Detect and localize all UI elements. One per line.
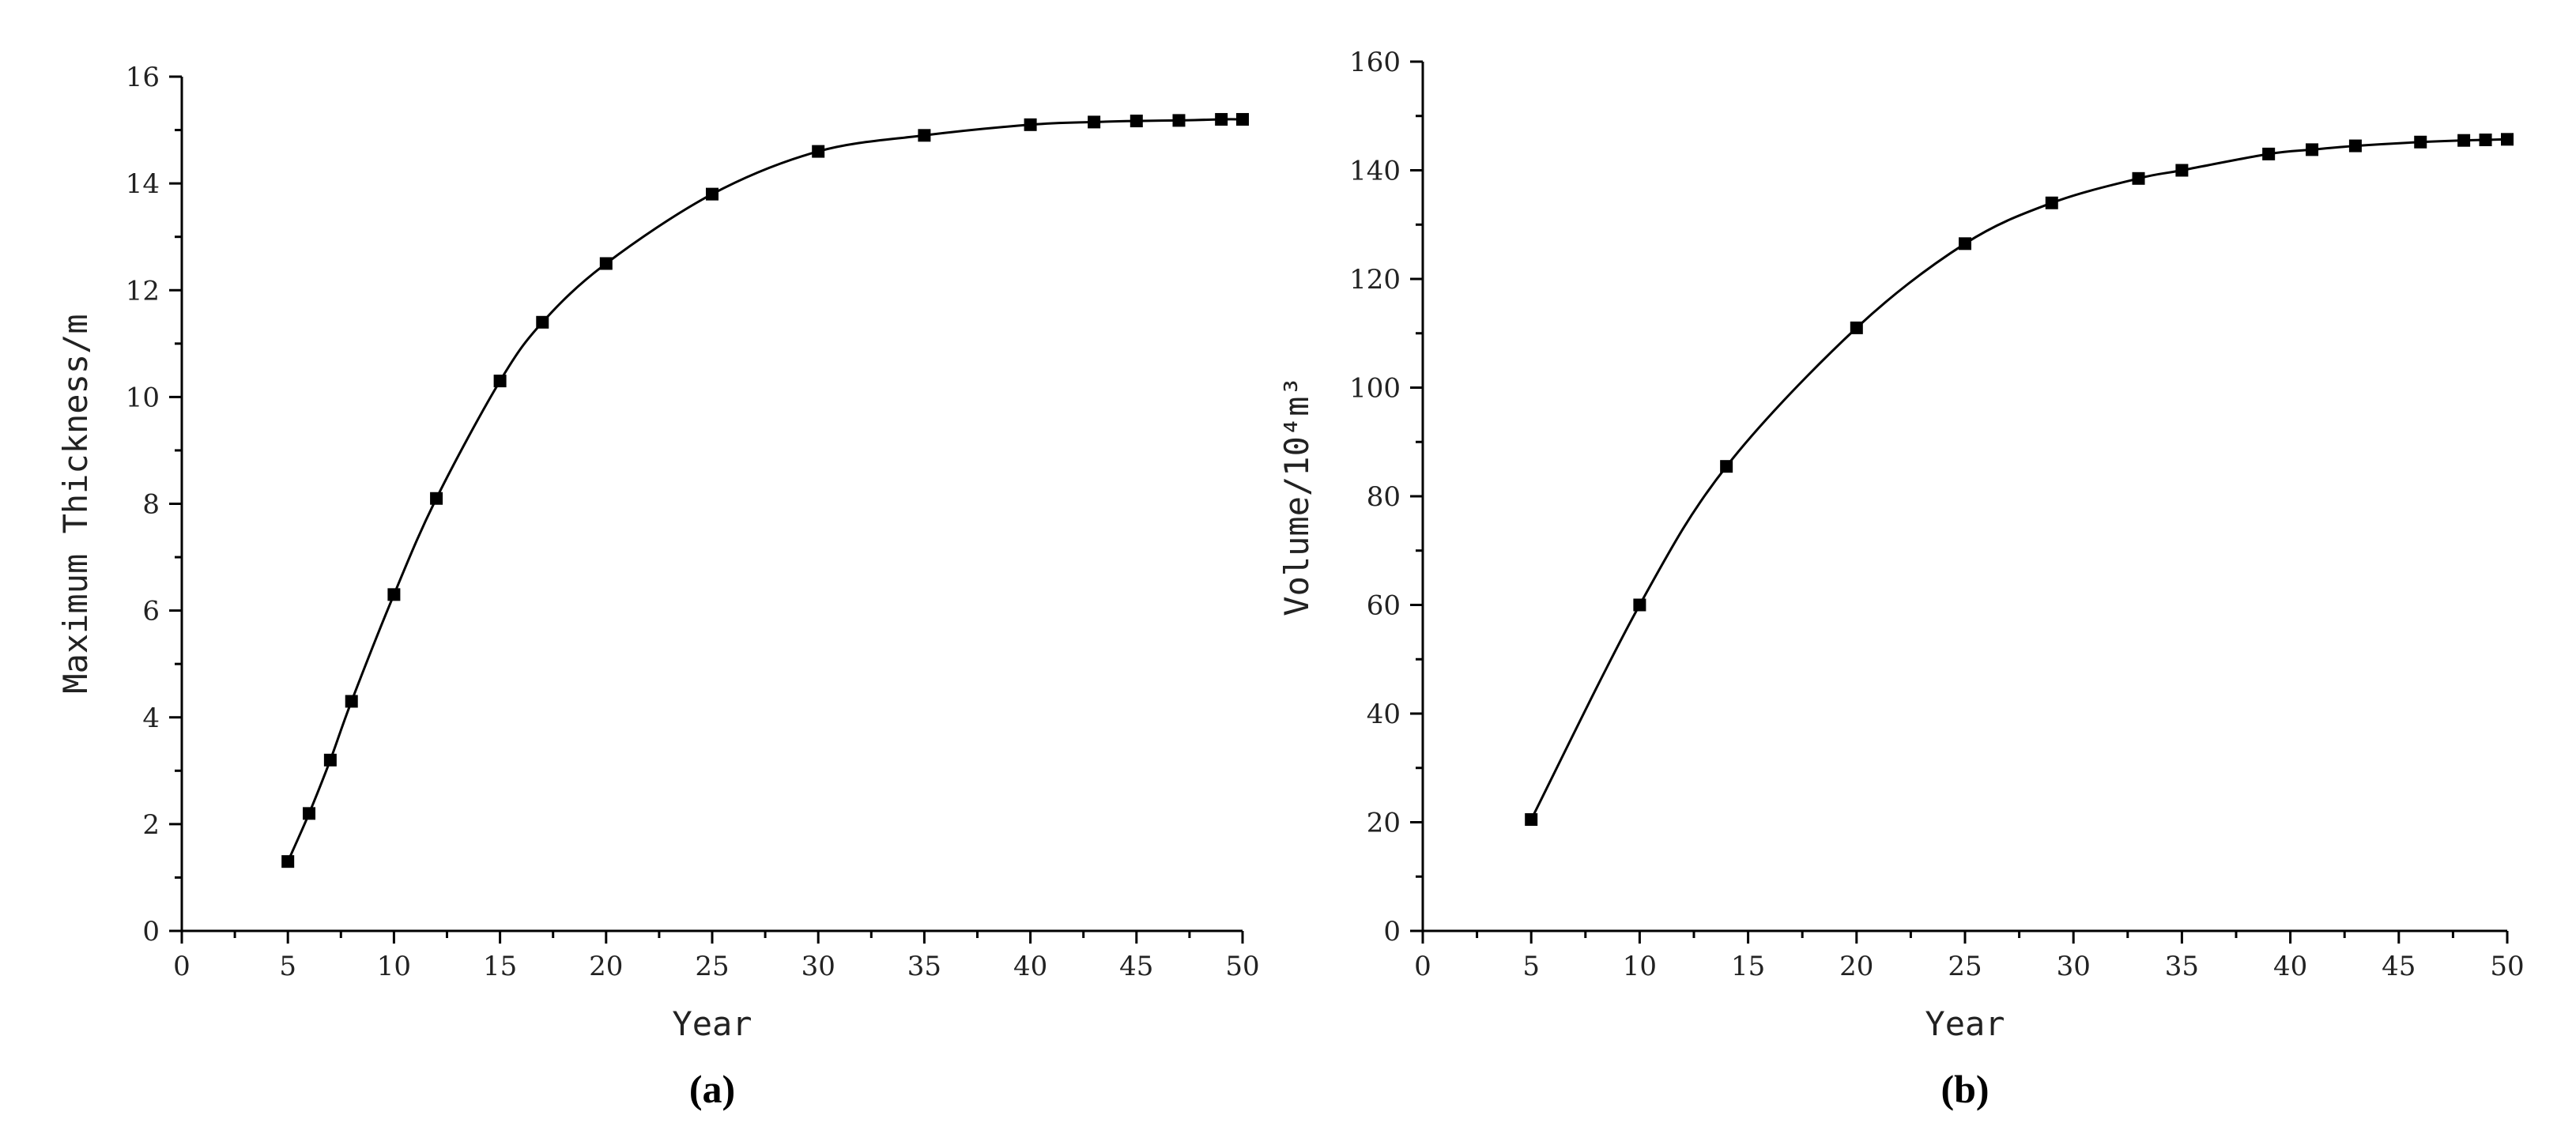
- data-point: [2262, 147, 2276, 160]
- x-axis-title: Year: [672, 1004, 752, 1043]
- x-tick-label: 35: [907, 951, 941, 982]
- data-point: [1850, 321, 1863, 334]
- data-point: [281, 855, 295, 868]
- y-tick-label: 8: [142, 489, 160, 521]
- y-tick-label: 2: [142, 809, 160, 841]
- data-point: [2479, 134, 2492, 146]
- y-tick-label: 4: [142, 703, 160, 734]
- x-tick-label: 20: [1839, 951, 1873, 982]
- fit-curve: [1529, 138, 2508, 820]
- y-tick-label: 20: [1367, 808, 1401, 839]
- data-point: [706, 187, 718, 201]
- data-point: [1130, 115, 1143, 128]
- y-tick-label: 16: [126, 62, 160, 93]
- data-point: [1236, 113, 1249, 126]
- data-point: [323, 753, 337, 767]
- x-tick-label: 0: [1414, 951, 1431, 982]
- x-tick-label: 10: [377, 951, 411, 982]
- data-point: [2306, 143, 2319, 156]
- x-tick-label: 35: [2165, 951, 2199, 982]
- x-tick-label: 40: [1013, 951, 1047, 982]
- y-axis-title: Volume/10⁴m³: [1277, 376, 1316, 616]
- y-tick-label: 14: [126, 168, 160, 200]
- data-point: [599, 257, 613, 270]
- data-point: [387, 588, 401, 601]
- x-tick-label: 5: [1522, 951, 1540, 982]
- data-point: [1525, 813, 1538, 827]
- y-tick-label: 80: [1367, 481, 1401, 513]
- data-point: [2045, 196, 2058, 209]
- data-point: [493, 375, 507, 388]
- data-point: [1172, 114, 1186, 127]
- y-tick-label: 10: [126, 382, 160, 413]
- data-point: [918, 129, 931, 142]
- x-tick-label: 50: [1225, 951, 1259, 982]
- x-tick-label: 45: [2382, 951, 2416, 982]
- data-point: [345, 695, 358, 708]
- data-point: [2175, 164, 2189, 177]
- data-point: [2414, 135, 2427, 149]
- x-tick-label: 30: [2057, 951, 2091, 982]
- data-point: [812, 145, 825, 158]
- panel-label: (b): [1940, 1067, 1989, 1111]
- chart-panel-a: 0 5 10 15 20 25 30 35 40 45 50 0 2 4 6 8 10 12 14 16 Year Max…: [56, 62, 1260, 1111]
- x-tick-label: 45: [1119, 951, 1153, 982]
- data-point: [2501, 133, 2514, 146]
- y-axis-title: Maximum Thickness/m: [56, 314, 95, 693]
- data-point: [1720, 460, 1733, 473]
- x-tick-label: 50: [2490, 951, 2524, 982]
- y-tick-label: 100: [1349, 373, 1401, 405]
- data-point: [2132, 171, 2145, 185]
- x-tick-label: 40: [2273, 951, 2307, 982]
- y-tick-label: 140: [1349, 156, 1401, 187]
- y-tick-label: 6: [142, 596, 160, 627]
- x-tick-label: 15: [483, 951, 517, 982]
- data-point: [303, 807, 316, 820]
- data-point: [1959, 237, 1971, 251]
- y-tick-label: 12: [126, 275, 160, 307]
- x-tick-label: 25: [695, 951, 729, 982]
- x-tick-label: 25: [1948, 951, 1982, 982]
- x-tick-label: 10: [1623, 951, 1657, 982]
- y-tick-label: 0: [142, 916, 160, 948]
- data-point: [1633, 598, 1646, 612]
- x-axis-title: Year: [1925, 1004, 2005, 1043]
- data-point: [1024, 118, 1037, 131]
- y-tick-label: 60: [1367, 590, 1401, 622]
- data-point: [430, 492, 443, 505]
- x-tick-label: 5: [279, 951, 296, 982]
- data-point: [1088, 115, 1101, 129]
- y-tick-label: 120: [1349, 264, 1401, 296]
- x-tick-label: 20: [589, 951, 623, 982]
- x-tick-label: 15: [1731, 951, 1765, 982]
- data-point: [536, 315, 549, 329]
- data-point: [2348, 139, 2362, 153]
- x-tick-label: 0: [173, 951, 190, 982]
- data-point: [2457, 134, 2471, 147]
- fit-curve: [286, 118, 1243, 862]
- x-tick-label: 30: [801, 951, 835, 982]
- y-tick-label: 40: [1367, 699, 1401, 730]
- data-point: [1215, 113, 1228, 126]
- y-tick-label: 0: [1383, 916, 1401, 948]
- panel-label: (a): [689, 1067, 735, 1111]
- chart-panel-b: 0 5 10 15 20 25 30 35 40 45 50 0 20 40 60 80 100 120 140 16…: [1277, 47, 2525, 1111]
- y-tick-label: 160: [1349, 47, 1401, 78]
